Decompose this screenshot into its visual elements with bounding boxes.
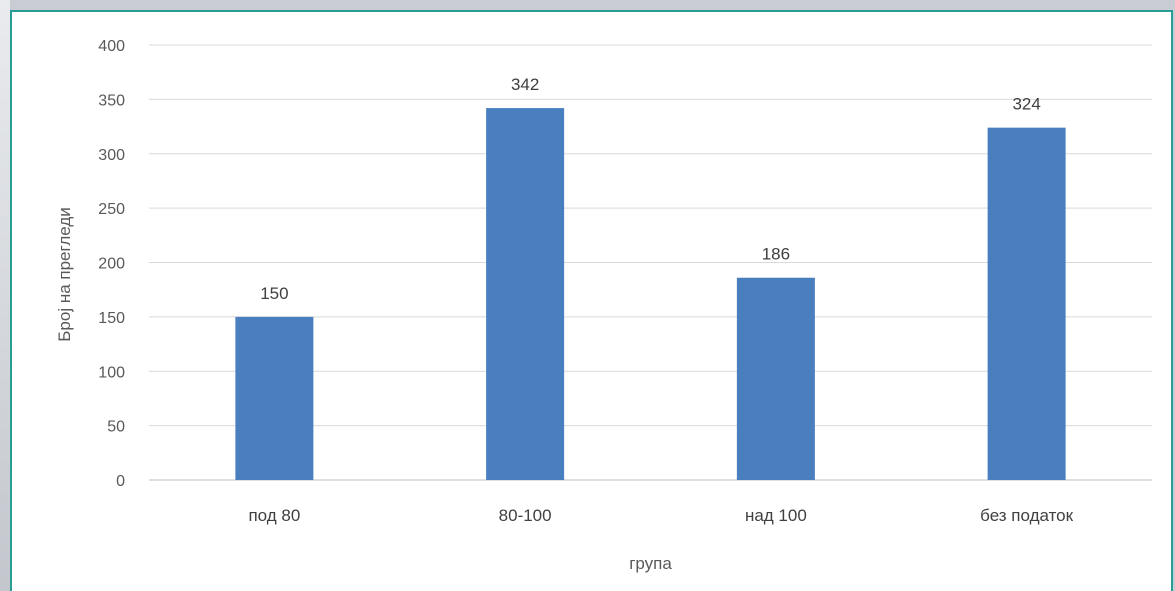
data-labels: 150 342 186 324: [260, 75, 1041, 303]
y-tick-label: 100: [98, 364, 125, 381]
x-category-label: над 100: [745, 506, 807, 525]
x-category-label: 80-100: [499, 506, 552, 525]
chart-container: 0 50 100 150 200 250 300 350 400 под 80 80-100 над…: [10, 10, 1173, 591]
bar: [235, 316, 314, 480]
y-tick-label: 400: [98, 38, 125, 55]
bar: [987, 127, 1066, 481]
bar: [486, 108, 565, 480]
y-tick-label: 150: [98, 310, 125, 327]
y-tick-label: 50: [107, 419, 125, 436]
x-axis-categories: под 80 80-100 над 100 без податок: [248, 506, 1073, 525]
x-category-label: без податок: [980, 506, 1073, 525]
data-label: 186: [762, 245, 790, 264]
y-tick-label: 0: [116, 473, 125, 490]
y-tick-label: 350: [98, 92, 125, 109]
gridlines: [149, 44, 1152, 481]
y-tick-label: 300: [98, 147, 125, 164]
data-label: 324: [1012, 95, 1040, 114]
data-label: 150: [260, 284, 288, 303]
bar-chart: 0 50 100 150 200 250 300 350 400 под 80 80-100 над…: [55, 38, 1152, 573]
y-axis-title: Број на прегледи: [55, 207, 74, 342]
data-label: 342: [511, 75, 539, 94]
bars: [235, 108, 1066, 481]
window-left-edge: [0, 0, 10, 591]
bar: [736, 277, 815, 480]
x-category-label: под 80: [248, 506, 300, 525]
y-axis-ticks: 0 50 100 150 200 250 300 350 400: [98, 38, 125, 490]
y-tick-label: 200: [98, 256, 125, 273]
x-axis-title: група: [629, 554, 672, 573]
y-tick-label: 250: [98, 201, 125, 218]
